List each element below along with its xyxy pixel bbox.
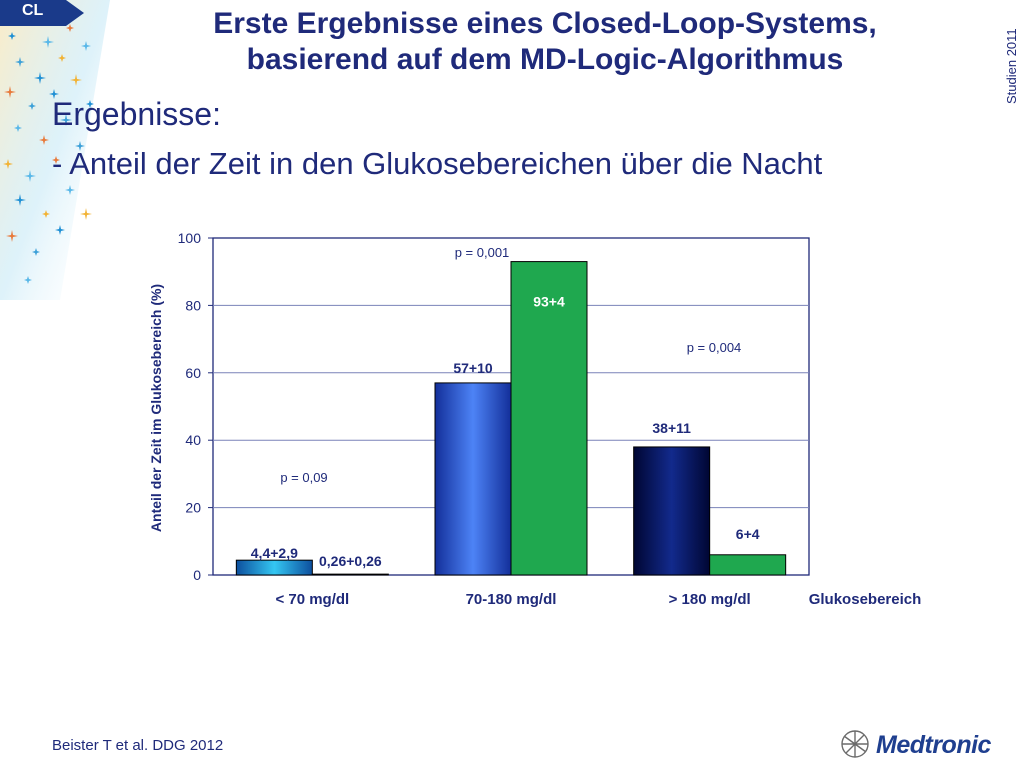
title-line-1: Erste Ergebnisse eines Closed-Loop-Syste…	[213, 7, 877, 40]
star-decoration-icon	[6, 230, 18, 242]
data-label-series-1: 38+11	[652, 420, 691, 436]
page-title: Erste Ergebnisse eines Closed-Loop-Syste…	[120, 6, 970, 78]
x-axis-label: Glukosebereich	[809, 591, 922, 608]
star-decoration-icon	[42, 210, 50, 218]
medtronic-logo-icon	[841, 730, 869, 758]
star-decoration-icon	[49, 89, 59, 99]
star-decoration-icon	[4, 86, 16, 98]
bar-series-2	[510, 261, 588, 576]
star-decoration-icon	[14, 124, 22, 132]
p-value-label: p = 0,001	[455, 245, 510, 260]
bar-series-1	[235, 559, 313, 576]
p-value-label: p = 0,09	[280, 470, 327, 485]
star-decoration-icon	[39, 135, 49, 145]
star-decoration-icon	[34, 72, 46, 84]
data-label-series-2: 93+4	[533, 294, 565, 310]
star-decoration-icon	[15, 57, 25, 67]
star-decoration-icon	[52, 156, 60, 164]
data-label-series-2: 6+4	[736, 526, 760, 542]
star-decoration-icon	[86, 100, 94, 108]
bar-series-2	[709, 554, 787, 576]
bar-series-1	[434, 382, 512, 576]
star-decoration-icon	[55, 225, 65, 235]
y-tick-label: 20	[185, 500, 201, 516]
y-tick-label: 60	[185, 365, 201, 381]
decorative-star-pattern	[0, 0, 110, 300]
x-category-label: 70-180 mg/dl	[466, 591, 557, 608]
y-tick-label: 100	[178, 230, 202, 246]
star-decoration-icon	[58, 54, 66, 62]
star-decoration-icon	[66, 24, 74, 32]
star-decoration-icon	[60, 114, 72, 126]
citation: Beister T et al. DDG 2012	[52, 737, 224, 754]
title-line-2: basierend auf dem MD-Logic-Algorithmus	[246, 43, 844, 76]
data-label-series-1: 4,4+2,9	[251, 545, 298, 561]
star-decoration-icon	[32, 248, 40, 256]
star-decoration-icon	[42, 36, 54, 48]
star-decoration-icon	[80, 208, 92, 220]
star-decoration-icon	[81, 41, 91, 51]
medtronic-logo-text: Medtronic	[876, 731, 991, 759]
x-category-label: > 180 mg/dl	[669, 591, 751, 608]
y-tick-label: 0	[193, 567, 201, 583]
star-decoration-icon	[24, 170, 36, 182]
bar-series-1	[633, 446, 711, 576]
star-decoration-icon	[24, 276, 32, 284]
x-category-label: < 70 mg/dl	[275, 591, 349, 608]
section-heading: Ergebnisse:	[52, 96, 221, 132]
y-tick-label: 80	[185, 297, 201, 313]
star-decoration-icon	[75, 141, 85, 151]
star-decoration-icon	[14, 194, 26, 206]
y-tick-label: 40	[185, 432, 201, 448]
cl-badge-text: CL	[22, 2, 44, 19]
star-decoration-icon	[28, 102, 36, 110]
star-decoration-icon	[65, 185, 75, 195]
star-decoration-icon	[70, 74, 82, 86]
data-label-series-2: 0,26+0,26	[319, 553, 382, 569]
p-value-label: p = 0,004	[687, 340, 742, 355]
star-decoration-icon	[3, 159, 13, 169]
section-subheading: - Anteil der Zeit in den Glukosebereiche…	[52, 146, 823, 181]
star-decoration-icon	[8, 32, 16, 40]
bar-series-2	[311, 573, 389, 576]
cl-badge	[0, 0, 84, 26]
y-axis-label: Anteil der Zeit im Glukosebereich (%)	[148, 284, 164, 532]
data-label-series-1: 57+10	[453, 360, 493, 376]
